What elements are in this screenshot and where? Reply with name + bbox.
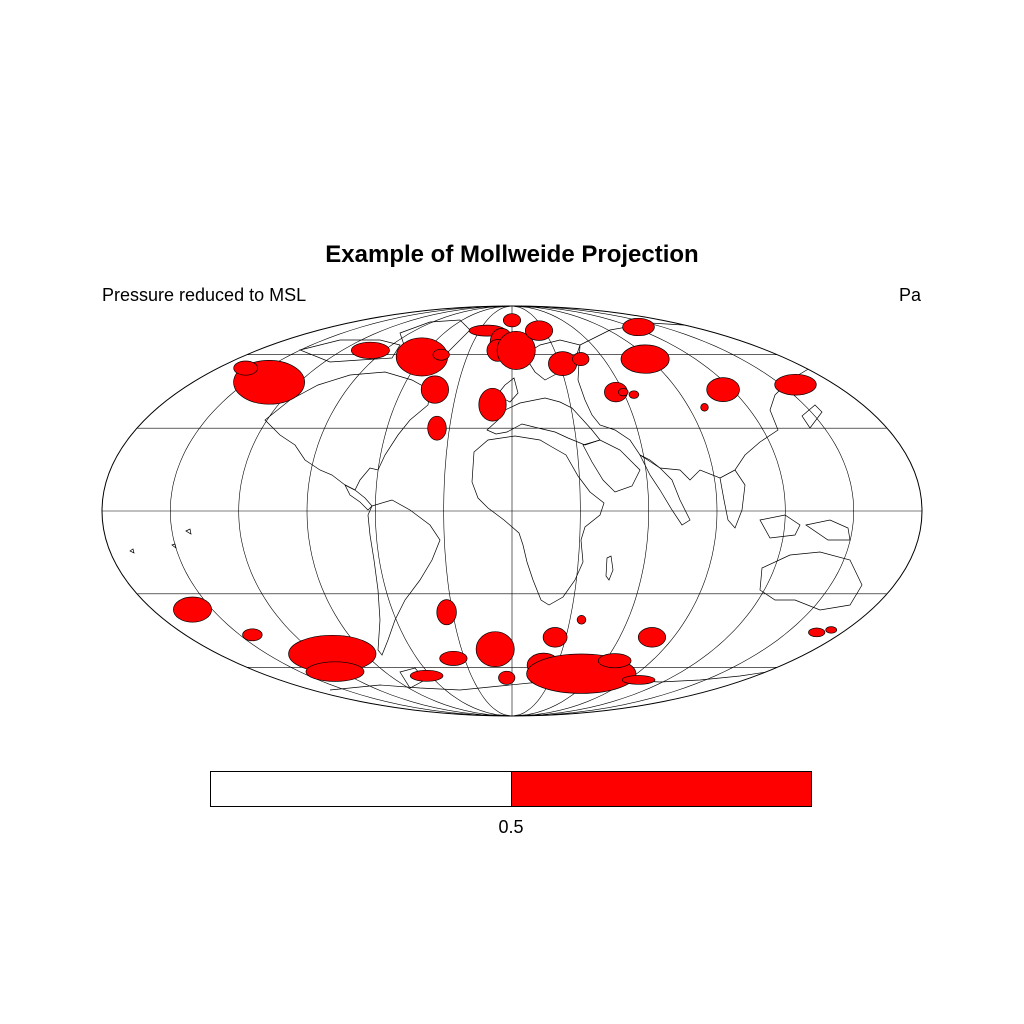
data-marker xyxy=(409,669,444,682)
data-marker xyxy=(597,653,632,669)
data-marker xyxy=(305,661,365,682)
chart-title: Example of Mollweide Projection xyxy=(325,241,699,268)
data-marker xyxy=(173,596,212,623)
coastlines xyxy=(129,319,886,691)
data-marker xyxy=(706,377,740,402)
data-marker xyxy=(498,670,516,685)
data-marker xyxy=(420,375,449,404)
data-marker xyxy=(524,320,554,341)
data-marker xyxy=(637,627,667,648)
data-marker xyxy=(475,631,515,668)
data-marker xyxy=(576,615,587,625)
data-marker xyxy=(628,390,640,399)
data-marker xyxy=(622,317,655,337)
colorbar xyxy=(210,771,812,807)
data-marker xyxy=(439,650,468,666)
data-marker xyxy=(427,415,447,441)
data-marker xyxy=(618,387,629,397)
colorbar-tick-label: 0.5 xyxy=(498,817,524,837)
data-marker xyxy=(774,373,817,396)
data-marker xyxy=(496,330,536,370)
data-marker xyxy=(572,352,590,367)
data-marker xyxy=(825,626,838,634)
units-label: Pa xyxy=(898,285,921,305)
colorbar-box xyxy=(510,772,811,806)
data-marker xyxy=(436,599,457,626)
data-marker xyxy=(808,627,826,638)
data-marker xyxy=(233,360,259,376)
data-marker xyxy=(242,628,263,642)
data-marker xyxy=(548,351,578,376)
data-marker xyxy=(432,348,450,361)
data-marker xyxy=(502,313,522,328)
colorbar-box xyxy=(211,772,511,806)
data-marker xyxy=(621,675,656,685)
data-marker xyxy=(478,387,507,422)
data-marker xyxy=(620,344,670,374)
globe-outline xyxy=(101,305,923,717)
data-marker xyxy=(700,403,709,412)
marker-layer xyxy=(173,313,838,694)
data-marker xyxy=(542,627,568,648)
field-name-label: Pressure reduced to MSL xyxy=(102,285,307,305)
data-marker xyxy=(350,341,390,359)
